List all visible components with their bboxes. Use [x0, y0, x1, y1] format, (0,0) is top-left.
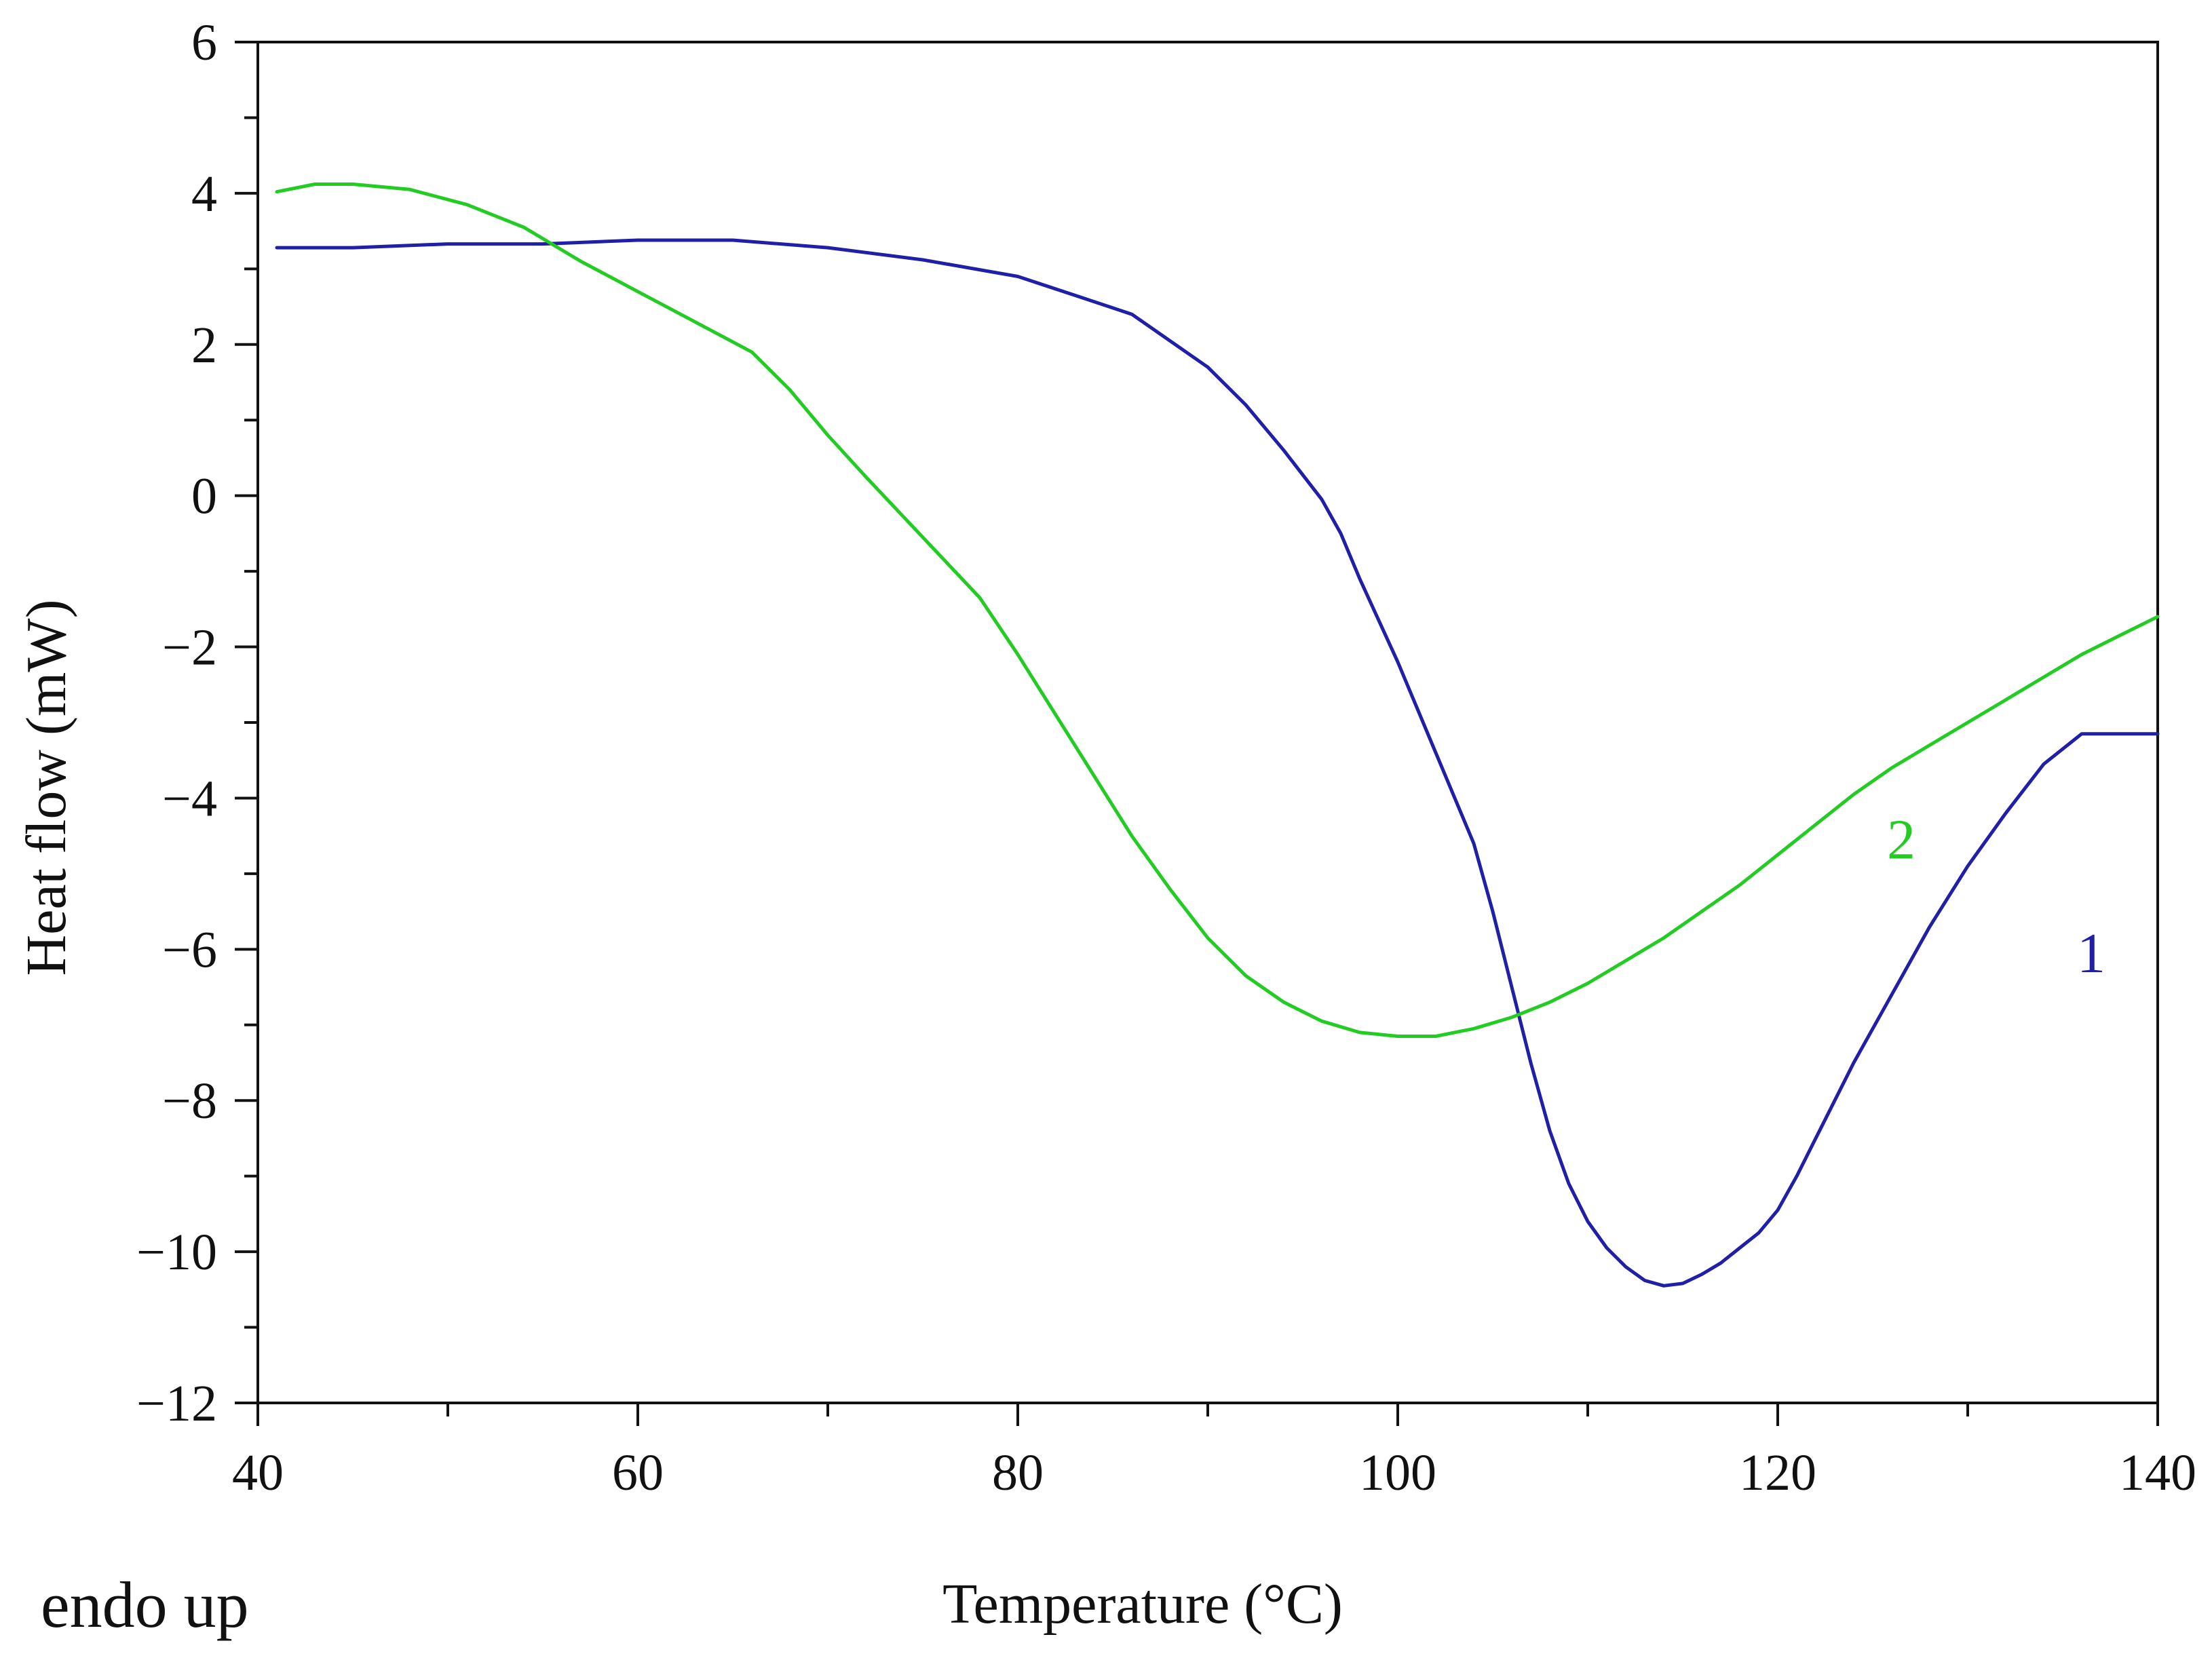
- series-2-label: 2: [1887, 809, 1915, 872]
- y-tick-label: 6: [191, 14, 217, 71]
- series-layer: [275, 182, 2160, 1288]
- labels-layer: Temperature (°C) Heat flow (mW) endo up …: [15, 599, 2105, 1641]
- x-tick-label: 40: [232, 1444, 284, 1501]
- y-tick-label: −4: [162, 770, 217, 827]
- x-tick-label: 100: [1359, 1444, 1436, 1501]
- series-1-label: 1: [2077, 922, 2105, 985]
- y-tick-label: 4: [191, 166, 217, 223]
- x-axis-label: Temperature (°C): [942, 1573, 1343, 1636]
- axes: 40 60 80 100 120 140 6 4 2 0 −2 −4 −6 −8 −10 −12: [136, 14, 2196, 1501]
- x-tick-label: 60: [612, 1444, 664, 1501]
- x-tick-label: 80: [992, 1444, 1044, 1501]
- y-tick-label: −8: [162, 1073, 217, 1130]
- series-1-line: [275, 238, 2160, 1288]
- x-tick-label: 120: [1739, 1444, 1816, 1501]
- y-tick-label: −2: [162, 619, 217, 676]
- y-tick-label: 2: [191, 317, 217, 374]
- endo-up-note: endo up: [41, 1568, 249, 1641]
- x-tick-label: 140: [2119, 1444, 2196, 1501]
- y-tick-label: −10: [136, 1224, 217, 1281]
- y-axis-label: Heat flow (mW): [15, 599, 78, 976]
- y-tick-label: −12: [136, 1375, 217, 1432]
- y-tick-label: 0: [191, 468, 217, 525]
- series-2-line: [275, 182, 2160, 1038]
- y-tick-label: −6: [162, 921, 217, 978]
